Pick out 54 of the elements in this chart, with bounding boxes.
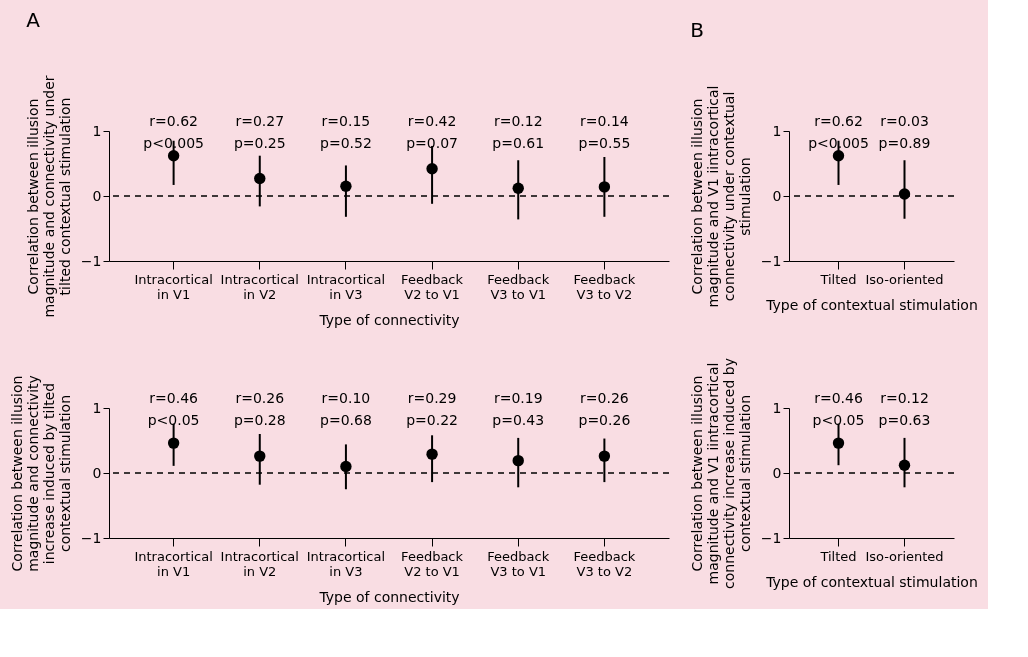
y-tick-label: 1 (772, 399, 782, 416)
x-tick-label: Feedback V3 to V2 (573, 548, 636, 579)
data-label: r=0.12 p=0.61 (492, 113, 545, 151)
y-tick-label: −1 (80, 529, 102, 546)
data-label: r=0.62 p<0.005 (808, 113, 869, 151)
data-label: r=0.14 p=0.55 (578, 113, 631, 151)
data-label: r=0.10 p=0.68 (320, 390, 372, 428)
x-tick-label: Intracortical in V3 (306, 548, 386, 579)
x-tick-label: Feedback V2 to V1 (401, 271, 464, 302)
data-label: r=0.62 p<0.005 (143, 113, 204, 151)
x-axis-title: Type of connectivity (318, 311, 460, 328)
data-label: r=0.26 p=0.28 (233, 390, 286, 428)
data-label: r=0.42 p=0.07 (406, 113, 458, 151)
y-tick-label: 1 (92, 122, 102, 139)
data-label: r=0.46 p<0.05 (147, 390, 200, 428)
y-tick-label: 1 (92, 399, 102, 416)
x-axis-title: Type of connectivity (318, 588, 460, 605)
y-tick-label: −1 (760, 529, 782, 546)
x-tick-label: Intracortical in V2 (220, 271, 299, 302)
x-tick-label: Feedback V2 to V1 (401, 548, 464, 579)
chart-title: A (26, 7, 41, 32)
chart-title: B (690, 18, 705, 43)
y-axis-title: Correlation between illusion magnitude and V1 iintracortical connectivity under contextual stimulation (688, 85, 753, 308)
y-tick-label: 1 (772, 122, 782, 139)
y-axis-title: Correlation between illusion magnitude and V1 iintracortical connectivity increase induced by contextual stimulation (688, 358, 753, 589)
data-label: r=0.15 p=0.52 (320, 113, 372, 151)
y-tick-label: 0 (772, 464, 782, 481)
y-tick-label: −1 (80, 252, 102, 269)
x-tick-label: Feedback V3 to V1 (487, 271, 550, 302)
x-axis-title: Type of contextual stimulation (765, 573, 978, 590)
x-axis-title: Type of contextual stimulation (765, 296, 978, 313)
data-label: r=0.03 p=0.89 (878, 113, 931, 151)
x-tick-label: Feedback V3 to V2 (573, 271, 636, 302)
data-label: r=0.19 p=0.43 (492, 390, 545, 428)
data-label: r=0.29 p=0.22 (406, 390, 458, 428)
y-tick-label: 0 (92, 187, 102, 204)
x-tick-label: Intracortical in V2 (220, 548, 299, 579)
data-label: r=0.46 p<0.05 (812, 390, 865, 428)
x-tick-label: Iso-oriented (865, 548, 944, 564)
x-tick-label: Intracortical in V1 (134, 548, 213, 579)
data-label: r=0.27 p=0.25 (233, 113, 286, 151)
x-tick-label: Tilted (819, 271, 857, 287)
data-label: r=0.12 p=0.63 (878, 390, 931, 428)
data-label: r=0.26 p=0.26 (578, 390, 631, 428)
x-tick-label: Intracortical in V1 (134, 271, 213, 302)
y-axis-title: Correlation between illusion magnitude and connectivity increase induced by tilted contextual stimulation (8, 375, 73, 572)
x-tick-label: Tilted (819, 548, 857, 564)
y-axis-title: Correlation between illusion magnitude and connectivity under tilted contextual stimulation (24, 75, 73, 318)
y-tick-label: 0 (92, 464, 102, 481)
y-tick-label: 0 (772, 187, 782, 204)
x-tick-label: Intracortical in V3 (306, 271, 386, 302)
x-tick-label: Iso-oriented (865, 271, 944, 287)
y-tick-label: −1 (760, 252, 782, 269)
x-tick-label: Feedback V3 to V1 (487, 548, 550, 579)
